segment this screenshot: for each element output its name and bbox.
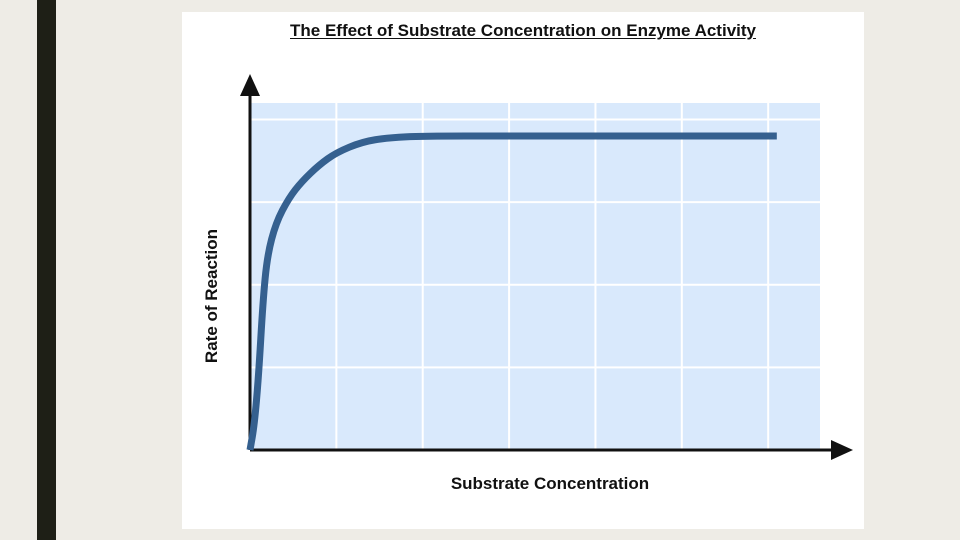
chart-title: The Effect of Substrate Concentration on… [290, 21, 756, 40]
chart-card: The Effect of Substrate Concentration on… [182, 12, 864, 529]
x-axis-label: Substrate Concentration [450, 474, 650, 493]
slide-side-bar [37, 0, 56, 540]
chart-plot [240, 74, 853, 460]
x-axis-arrow [831, 440, 853, 460]
plot-background [250, 103, 820, 450]
series-line-rate [246, 132, 777, 451]
y-axis-label: Rate of Reaction [202, 228, 221, 364]
y-axis-arrow [240, 74, 260, 96]
